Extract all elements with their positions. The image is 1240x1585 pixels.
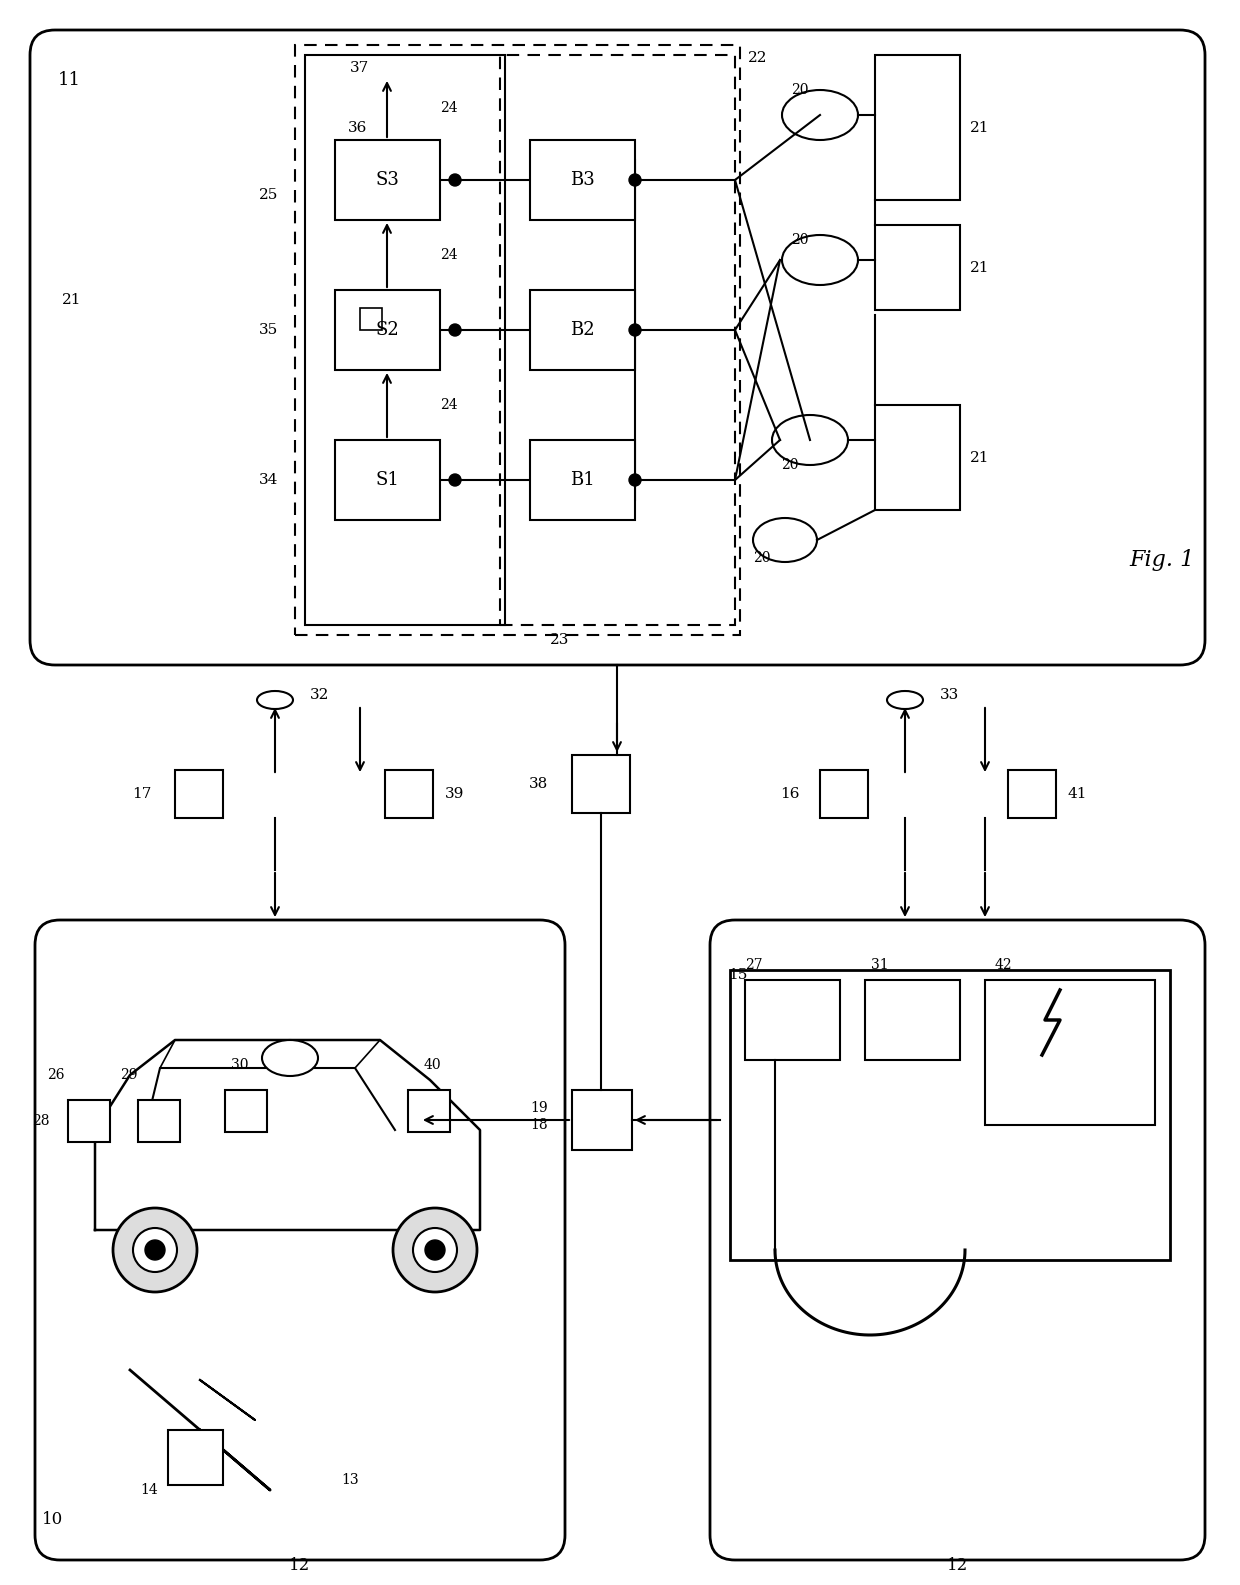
Text: B3: B3 (569, 171, 594, 189)
Circle shape (449, 174, 461, 185)
Text: 28: 28 (32, 1114, 50, 1129)
Bar (730, 970, 1171, 1260)
Bar (866, 980, 960, 1060)
Text: 26: 26 (47, 1068, 64, 1083)
Text: 42: 42 (994, 957, 1013, 972)
Text: 31: 31 (872, 957, 889, 972)
Text: 21: 21 (970, 120, 990, 135)
Ellipse shape (773, 415, 848, 464)
Text: S2: S2 (376, 322, 399, 339)
Bar (224, 1090, 267, 1132)
Ellipse shape (887, 691, 923, 708)
Circle shape (393, 1208, 477, 1292)
Text: 23: 23 (551, 632, 569, 647)
Circle shape (629, 474, 641, 487)
Text: 20: 20 (753, 552, 771, 564)
Text: 39: 39 (445, 788, 464, 800)
Text: 21: 21 (62, 293, 82, 307)
Ellipse shape (753, 518, 817, 563)
Bar (68, 1100, 110, 1143)
Text: 38: 38 (528, 777, 548, 791)
Bar (335, 441, 440, 520)
Text: 20: 20 (791, 82, 808, 97)
Bar (167, 1430, 223, 1485)
Text: 15: 15 (728, 968, 748, 983)
Circle shape (629, 323, 641, 336)
Bar (529, 139, 635, 220)
Bar (360, 307, 382, 330)
Text: 14: 14 (140, 1484, 157, 1496)
Text: 17: 17 (133, 788, 153, 800)
Text: 24: 24 (440, 398, 458, 412)
Text: 41: 41 (1068, 788, 1087, 800)
Bar (175, 770, 223, 818)
Text: 37: 37 (350, 60, 370, 74)
Bar (529, 441, 635, 520)
Circle shape (449, 323, 461, 336)
Bar (138, 1100, 180, 1143)
Text: Fig. 1: Fig. 1 (1130, 548, 1195, 571)
Bar (335, 139, 440, 220)
Text: 36: 36 (348, 120, 368, 135)
Circle shape (413, 1228, 458, 1273)
Circle shape (133, 1228, 177, 1273)
Text: 20: 20 (791, 233, 808, 247)
Bar (529, 290, 635, 369)
Text: 12: 12 (947, 1556, 968, 1574)
Bar (572, 1090, 632, 1151)
Text: 40: 40 (423, 1059, 440, 1071)
Circle shape (449, 474, 461, 487)
Bar (295, 44, 740, 636)
Bar (1008, 770, 1056, 818)
Text: 10: 10 (42, 1512, 63, 1528)
Bar (985, 980, 1154, 1125)
Text: 35: 35 (259, 323, 278, 338)
Ellipse shape (782, 235, 858, 285)
Text: 32: 32 (310, 688, 330, 702)
Text: B2: B2 (569, 322, 594, 339)
Text: 34: 34 (259, 472, 278, 487)
FancyBboxPatch shape (711, 919, 1205, 1560)
Bar (745, 980, 839, 1060)
Text: 24: 24 (440, 101, 458, 116)
Bar (384, 770, 433, 818)
Text: 20: 20 (781, 458, 799, 472)
Text: 25: 25 (259, 189, 278, 201)
Text: 13: 13 (341, 1472, 358, 1487)
Text: 24: 24 (440, 247, 458, 262)
Bar (500, 55, 735, 624)
Ellipse shape (262, 1040, 317, 1076)
Bar (875, 55, 960, 200)
Circle shape (113, 1208, 197, 1292)
Bar (875, 225, 960, 311)
Ellipse shape (782, 90, 858, 139)
Text: 21: 21 (970, 452, 990, 464)
Ellipse shape (257, 691, 293, 708)
Circle shape (425, 1239, 445, 1260)
Text: 11: 11 (58, 71, 81, 89)
FancyBboxPatch shape (35, 919, 565, 1560)
Text: 12: 12 (289, 1556, 311, 1574)
Bar (820, 770, 868, 818)
Bar (875, 406, 960, 510)
Circle shape (629, 174, 641, 185)
Text: 22: 22 (748, 51, 768, 65)
Text: 33: 33 (940, 688, 960, 702)
Bar (305, 55, 505, 624)
Text: 21: 21 (970, 262, 990, 276)
Bar (335, 290, 440, 369)
Bar (408, 1090, 450, 1132)
FancyBboxPatch shape (30, 30, 1205, 666)
Text: 19: 19 (531, 1102, 548, 1114)
Bar (572, 754, 630, 813)
Circle shape (145, 1239, 165, 1260)
Text: 30: 30 (231, 1059, 249, 1071)
Text: B1: B1 (569, 471, 594, 490)
Text: 16: 16 (780, 788, 800, 800)
Text: S1: S1 (374, 471, 399, 490)
Text: 18: 18 (531, 1117, 548, 1132)
Text: 29: 29 (120, 1068, 138, 1083)
Text: S3: S3 (374, 171, 399, 189)
Text: 27: 27 (745, 957, 763, 972)
